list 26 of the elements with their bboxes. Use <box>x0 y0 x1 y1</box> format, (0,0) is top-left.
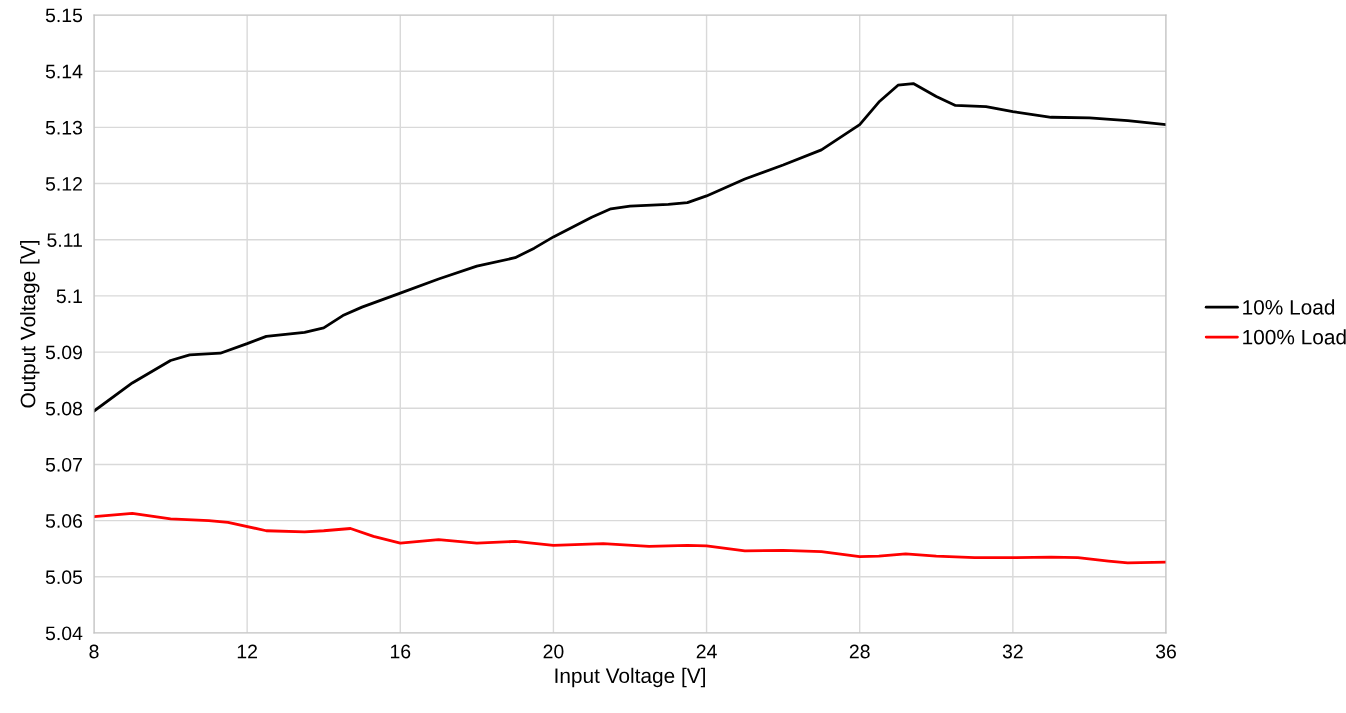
y-tick-label: 5.12 <box>45 177 82 191</box>
y-tick-label: 5.05 <box>45 570 83 585</box>
y-tick-label: 5.04 <box>45 626 83 641</box>
x-tick-label: 36 <box>1155 644 1176 659</box>
x-tick-label: 28 <box>849 644 870 659</box>
line-series <box>94 511 1166 565</box>
legend-label: 100% Load <box>1243 329 1346 345</box>
legend-label: 10% Load <box>1243 299 1335 315</box>
y-tick-label: 5.13 <box>45 120 83 135</box>
x-axis-title: Input Voltage [V] <box>555 667 705 688</box>
x-tick-label: 8 <box>89 644 99 659</box>
x-tick-label: 16 <box>390 644 411 659</box>
y-tick-label: 5.14 <box>45 64 83 79</box>
y-axis-title: Output Voltage [V] <box>20 240 40 408</box>
y-tick-label: 5.15 <box>45 8 83 23</box>
x-tick-label: 12 <box>237 644 257 659</box>
y-tick-label: 5.07 <box>45 457 82 472</box>
x-tick-label: 24 <box>696 644 717 659</box>
y-tick-label: 5.1 <box>56 289 82 304</box>
y-tick-label: 5.06 <box>45 514 83 528</box>
y-tick-label: 5.09 <box>45 345 82 360</box>
line-series <box>94 82 1166 413</box>
y-tick-label: 5.08 <box>45 401 83 416</box>
x-tick-label: 32 <box>1002 644 1023 659</box>
y-tick-label: 5.11 <box>47 233 82 247</box>
x-tick-label: 20 <box>543 644 564 659</box>
